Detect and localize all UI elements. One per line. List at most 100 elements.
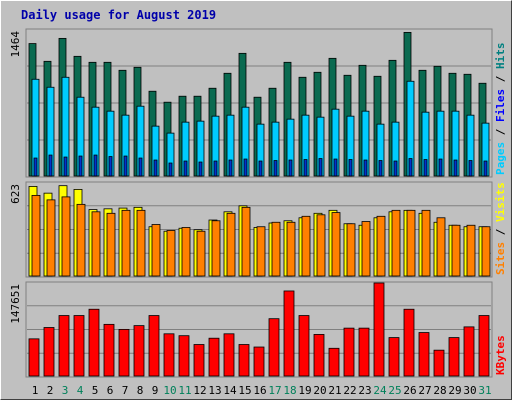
hits-bar-pages: [78, 155, 83, 177]
kbytes-bar-kbytes: [208, 337, 220, 377]
x-tick-label: 5: [92, 384, 99, 397]
visits-bar-sites: [91, 211, 101, 277]
x-tick-label: 19: [298, 384, 311, 397]
x-tick-label: 11: [178, 384, 191, 397]
kbytes-bar-kbytes: [148, 315, 160, 377]
kbytes-bar-kbytes: [58, 315, 70, 377]
hits-bar-pages: [108, 156, 113, 177]
kbytes-bar-kbytes: [298, 315, 310, 377]
chart-title: Daily usage for August 2019: [21, 8, 216, 22]
hits-bar-pages: [33, 157, 38, 177]
x-tick-label: 7: [122, 384, 129, 397]
hits-bar-pages: [243, 158, 248, 177]
x-tick-label: 30: [463, 384, 476, 397]
visits-bar-sites: [331, 212, 341, 277]
x-tick-label: 21: [328, 384, 341, 397]
x-tick-label: 18: [283, 384, 296, 397]
visits-bar-sites: [391, 209, 401, 277]
visits-ymax-label: 623: [9, 184, 22, 204]
x-tick-label: 8: [137, 384, 144, 397]
hits-bar-pages: [183, 160, 188, 177]
x-tick-label: 10: [163, 384, 176, 397]
visits-bar-sites: [436, 217, 446, 277]
visits-bar-sites: [211, 220, 221, 277]
hits-bar-pages: [378, 160, 383, 177]
hits-bar-pages: [198, 161, 203, 177]
legend-sites: Sites: [494, 242, 507, 275]
hits-bar-pages: [303, 159, 308, 177]
hits-bar-pages: [168, 162, 173, 177]
kbytes-bar-kbytes: [433, 349, 445, 377]
visits-bar-sites: [301, 215, 311, 277]
x-tick-label: 31: [478, 384, 491, 397]
kbytes-bar-kbytes: [268, 318, 280, 377]
visits-bar-sites: [451, 224, 461, 277]
hits-bar-pages: [333, 158, 338, 177]
kbytes-bar-kbytes: [73, 315, 85, 377]
kbytes-bar-kbytes: [373, 282, 385, 377]
legend-files: Files: [494, 89, 507, 122]
kbytes-side-legend: KBytes: [494, 335, 507, 375]
x-tick-label: 4: [77, 384, 84, 397]
visits-bar-sites: [226, 212, 236, 277]
legend-separator: /: [494, 69, 507, 89]
hits-bar-pages: [213, 160, 218, 177]
legend-separator: /: [494, 222, 507, 242]
kbytes-bar-kbytes: [163, 333, 175, 377]
x-tick-label: 16: [253, 384, 266, 397]
kbytes-bar-kbytes: [448, 337, 460, 377]
kbytes-bar-kbytes: [223, 333, 235, 377]
x-tick-label: 22: [343, 384, 356, 397]
visits-bar-sites: [406, 209, 416, 277]
kbytes-bar-kbytes: [283, 290, 295, 377]
x-tick-label: 25: [388, 384, 401, 397]
kbytes-bar-kbytes: [193, 344, 205, 377]
kbytes-bar-kbytes: [403, 308, 415, 377]
hits-bar-pages: [453, 159, 458, 177]
hits-bar-pages: [408, 158, 413, 177]
visits-bar-sites: [31, 194, 41, 277]
kbytes-bar-kbytes: [253, 346, 265, 377]
hits-bar-pages: [438, 158, 443, 177]
visits-bar-sites: [286, 221, 296, 277]
visits-side-legend: Sites / Visits: [494, 182, 507, 275]
kbytes-bar-kbytes: [343, 327, 355, 377]
visits-bar-sites: [136, 209, 146, 277]
visits-bar-sites: [166, 230, 176, 277]
hits-side-legend: Pages / Files / Hits: [494, 43, 507, 176]
x-tick-label: 9: [152, 384, 159, 397]
hits-bar-pages: [123, 155, 128, 177]
kbytes-bar-kbytes: [118, 328, 130, 377]
hits-bar-pages: [393, 160, 398, 177]
hits-bar-pages: [273, 160, 278, 177]
x-tick-label: 1: [32, 384, 39, 397]
x-tick-label: 17: [268, 384, 281, 397]
x-tick-label: 29: [448, 384, 461, 397]
hits-bar-pages: [93, 154, 98, 177]
kbytes-bar-kbytes: [103, 323, 115, 377]
visits-bar-sites: [346, 223, 356, 277]
visits-bar-sites: [196, 230, 206, 277]
x-tick-label: 6: [107, 384, 114, 397]
x-tick-label: 23: [358, 384, 371, 397]
hits-bar-pages: [363, 159, 368, 177]
hits-bar-pages: [468, 160, 473, 177]
hits-bar-pages: [258, 160, 263, 177]
legend-kbytes: KBytes: [494, 335, 507, 375]
visits-bar-sites: [271, 221, 281, 277]
hits-ymax-label: 1464: [9, 31, 22, 58]
hits-bar-pages: [228, 159, 233, 177]
kbytes-bar-kbytes: [418, 332, 430, 377]
hits-bar-pages: [348, 159, 353, 177]
hits-bar-pages: [48, 154, 53, 177]
visits-bar-sites: [376, 215, 386, 277]
visits-bar-sites: [181, 227, 191, 277]
kbytes-bar-kbytes: [463, 326, 475, 377]
visits-bar-sites: [106, 212, 116, 277]
visits-bar-sites: [241, 206, 251, 277]
kbytes-bar-kbytes: [238, 344, 250, 377]
x-tick-label: 24: [373, 384, 387, 397]
visits-bar-sites: [121, 209, 131, 277]
kbytes-bar-kbytes: [88, 308, 100, 377]
kbytes-bar-kbytes: [28, 338, 40, 377]
